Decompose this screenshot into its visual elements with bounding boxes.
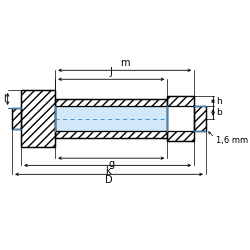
Text: b: b — [216, 108, 222, 117]
Polygon shape — [55, 99, 167, 106]
Polygon shape — [55, 131, 167, 138]
Text: 1,6 mm: 1,6 mm — [216, 136, 248, 145]
Text: D: D — [105, 175, 113, 185]
Polygon shape — [194, 106, 206, 131]
Text: m: m — [120, 58, 130, 68]
Text: h: h — [216, 97, 222, 106]
Text: l: l — [3, 94, 6, 104]
Polygon shape — [167, 96, 194, 106]
Polygon shape — [55, 106, 167, 131]
Text: k: k — [105, 166, 110, 176]
Polygon shape — [21, 90, 55, 148]
Text: g: g — [108, 159, 114, 169]
Polygon shape — [12, 108, 21, 130]
Text: J: J — [110, 66, 113, 76]
Polygon shape — [167, 131, 194, 141]
